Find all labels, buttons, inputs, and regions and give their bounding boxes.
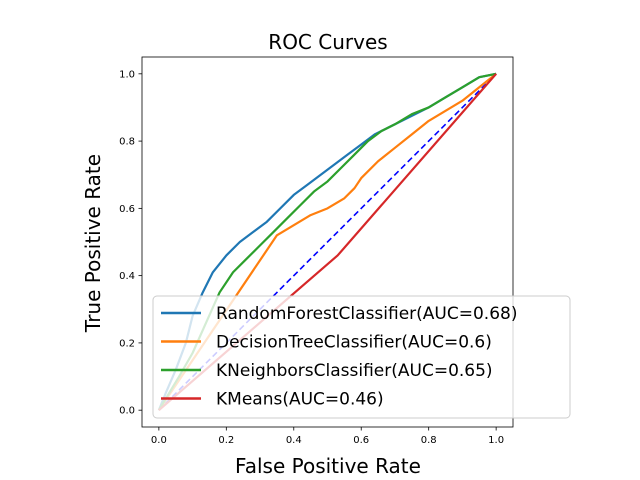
- axes-frame: [141, 56, 514, 428]
- x-axis-title: False Positive Rate: [235, 454, 421, 478]
- legend-box: [152, 295, 571, 419]
- y-tick-label: 0.8: [119, 137, 135, 148]
- legend: RandomForestClassifier(AUC=0.68) Decision…: [152, 295, 571, 419]
- legend-label-0: RandomForestClassifier(AUC=0.68): [216, 304, 517, 324]
- x-tick-label: 0.2: [218, 435, 234, 446]
- x-tick-label: 0.6: [353, 435, 369, 446]
- legend-label-3: KMeans(AUC=0.46): [216, 390, 384, 410]
- x-tick-label: 1.0: [488, 435, 504, 446]
- y-axis-title: True Positive Rate: [81, 154, 105, 333]
- y-tick-label: 1.0: [119, 69, 135, 80]
- series-line-1: [157, 72, 497, 411]
- chart-title: ROC Curves: [268, 30, 387, 54]
- legend-label-2: KNeighborsClassifier(AUC=0.65): [216, 361, 493, 381]
- x-tick-label: 0.0: [151, 435, 167, 446]
- x-tick-label: 0.4: [286, 435, 302, 446]
- y-tick-label: 0.4: [119, 271, 135, 282]
- y-tick-label: 0.2: [119, 338, 135, 349]
- y-tick-label: 0.0: [119, 406, 135, 417]
- legend-label-1: DecisionTreeClassifier(AUC=0.6): [216, 333, 492, 353]
- x-tick-label: 0.8: [421, 435, 437, 446]
- y-tick-label: 0.6: [119, 204, 135, 215]
